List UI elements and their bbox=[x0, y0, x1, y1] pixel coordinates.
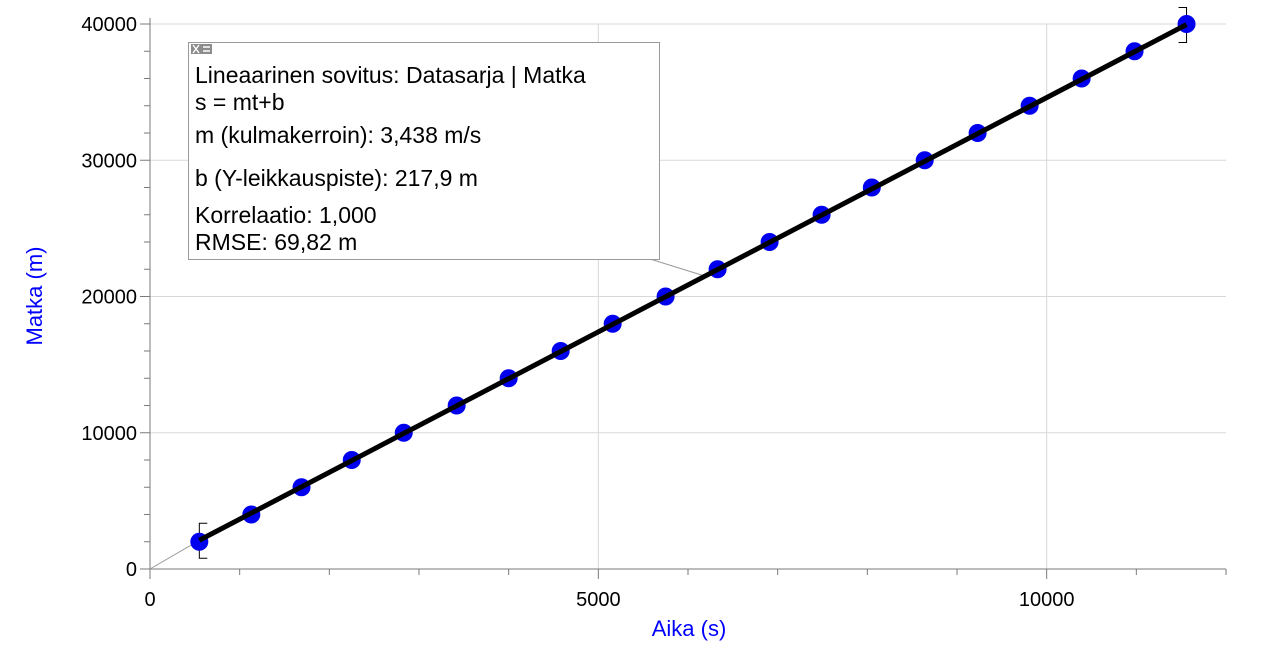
y-tick-label: 30000 bbox=[81, 150, 137, 172]
fit-box-leader-line bbox=[649, 258, 706, 277]
y-tick-label: 0 bbox=[126, 559, 137, 581]
close-icon[interactable] bbox=[191, 44, 212, 54]
tick-labels: 0 5000 10000 0 10000 20000 30000 40000 bbox=[81, 14, 1074, 611]
x-axis-label: Aika (s) bbox=[652, 616, 727, 641]
x-tick-label: 5000 bbox=[576, 589, 621, 611]
axes bbox=[140, 18, 1227, 579]
linear-fit-info-box[interactable]: Lineaarinen sovitus: Datasarja | Matka s… bbox=[188, 42, 660, 260]
fit-equation: s = mt+b bbox=[195, 89, 285, 115]
fit-line bbox=[198, 22, 1188, 543]
x-tick-label: 0 bbox=[144, 589, 155, 611]
fit-intercept: b (Y-leikkauspiste): 217,9 m bbox=[195, 165, 478, 191]
y-tick-label: 40000 bbox=[81, 14, 137, 36]
y-axis-label: Matka (m) bbox=[22, 247, 47, 346]
y-tick-label: 20000 bbox=[81, 287, 137, 309]
fit-slope: m (kulmakerroin): 3,438 m/s bbox=[195, 122, 482, 148]
fit-rmse: RMSE: 69,82 m bbox=[195, 229, 358, 255]
fit-correlation: Korrelaatio: 1,000 bbox=[195, 202, 377, 228]
x-tick-label: 10000 bbox=[1019, 589, 1075, 611]
y-tick-label: 10000 bbox=[81, 423, 137, 445]
fit-title: Lineaarinen sovitus: Datasarja | Matka bbox=[195, 62, 586, 88]
